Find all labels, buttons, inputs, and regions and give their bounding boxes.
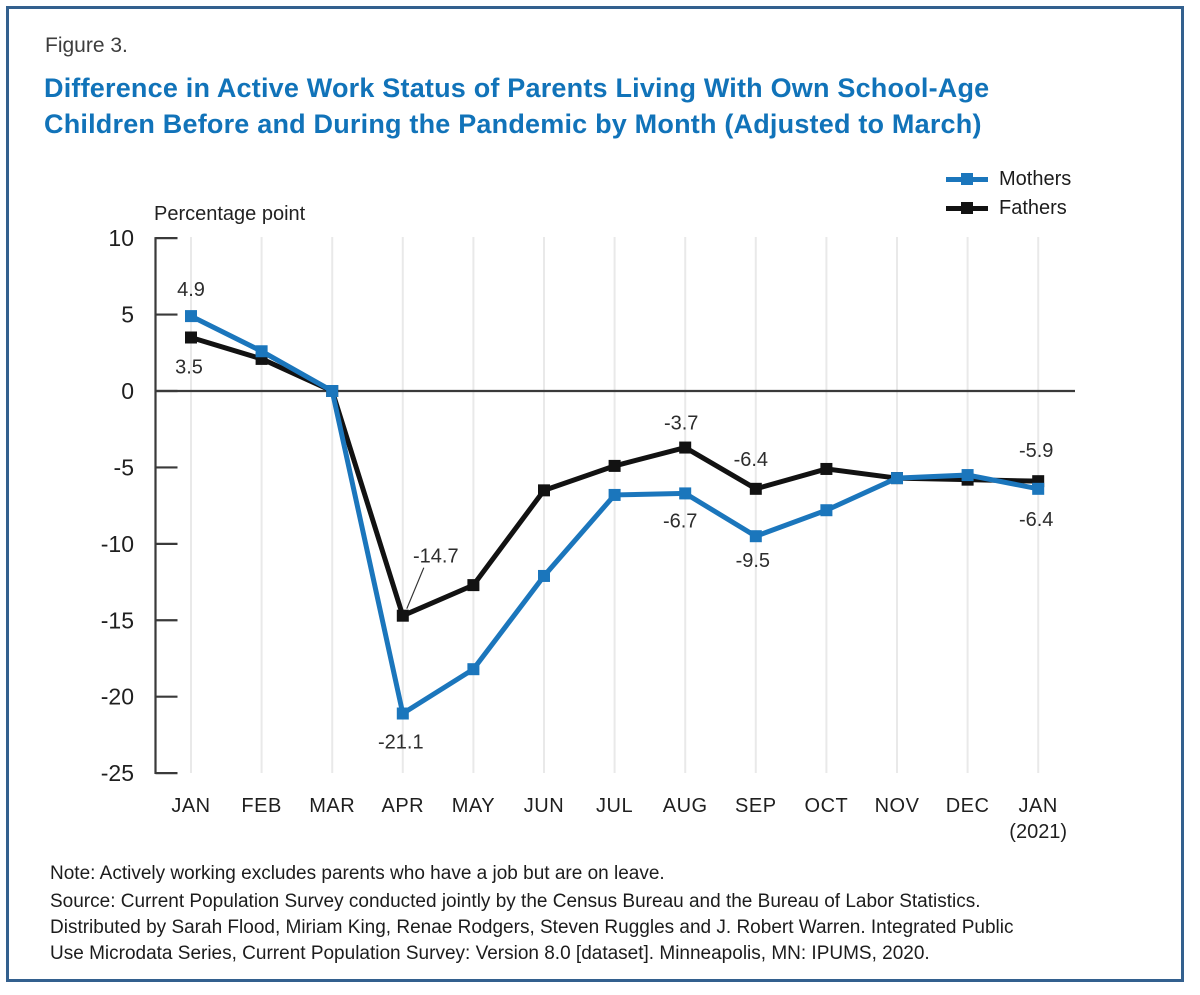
mothers-marker <box>1032 482 1045 495</box>
note-text: Note: Actively working excludes parents … <box>50 863 665 884</box>
mothers-marker <box>608 488 621 501</box>
figure-title-line2: Children Before and During the Pandemic … <box>44 109 982 139</box>
x-tick-sublabel: (2021) <box>1009 821 1067 843</box>
y-tick-label: -15 <box>101 607 134 633</box>
mothers-marker <box>961 469 974 482</box>
mothers-swatch-marker <box>961 173 973 185</box>
legend-label-fathers: Fathers <box>999 196 1067 219</box>
x-tick-label: SEP <box>735 795 777 817</box>
mothers-marker <box>538 569 550 582</box>
mothers-line-swatch-icon <box>946 173 988 185</box>
x-tick-label: AUG <box>663 795 708 817</box>
source-line: Use Microdata Series, Current Population… <box>50 943 930 964</box>
data-label: -21.1 <box>378 732 424 754</box>
x-tick-label: JAN <box>1019 795 1058 817</box>
x-tick-label: JAN <box>171 795 210 817</box>
mothers-marker <box>891 472 903 485</box>
y-axis-title: Percentage point <box>154 203 306 225</box>
y-tick-label: -20 <box>101 684 134 710</box>
figure-border <box>6 6 1184 982</box>
mothers-marker <box>820 504 833 517</box>
x-tick-label: FEB <box>241 795 281 817</box>
fathers-marker <box>820 462 833 475</box>
data-label: -6.4 <box>1019 509 1053 531</box>
y-tick-label: -10 <box>101 531 134 557</box>
x-tick-label: MAR <box>309 795 355 817</box>
data-label: -5.9 <box>1019 440 1053 462</box>
x-tick-label: NOV <box>875 795 920 817</box>
fathers-marker <box>538 484 550 497</box>
fathers-marker <box>679 441 692 454</box>
data-label: 4.9 <box>177 279 205 301</box>
data-label: 3.5 <box>175 357 203 379</box>
x-tick-label: OCT <box>805 795 849 817</box>
data-label: -6.7 <box>663 510 697 532</box>
legend-item-fathers: Fathers <box>946 197 1071 219</box>
data-label: -14.7 <box>413 546 459 568</box>
y-tick-label: -25 <box>101 760 134 786</box>
chart-legend: Mothers Fathers <box>946 168 1071 230</box>
fathers-swatch-marker <box>961 202 973 214</box>
label-leader-line <box>406 567 425 609</box>
data-label: -3.7 <box>664 413 698 435</box>
mothers-marker <box>255 345 268 358</box>
figure-title-line1: Difference in Active Work Status of Pare… <box>44 73 990 103</box>
mothers-marker <box>326 385 339 397</box>
x-tick-label: JUN <box>524 795 564 817</box>
data-label: -6.4 <box>734 449 768 471</box>
fathers-marker <box>749 482 762 495</box>
y-tick-label: 5 <box>121 302 134 328</box>
data-label: -9.5 <box>736 550 770 572</box>
x-tick-label: MAY <box>452 795 495 817</box>
mothers-marker <box>467 663 480 676</box>
legend-label-mothers: Mothers <box>999 167 1072 190</box>
legend-item-mothers: Mothers <box>946 168 1071 190</box>
x-tick-label: JUL <box>596 795 633 817</box>
fathers-marker <box>396 609 409 622</box>
fathers-marker <box>185 331 197 344</box>
source-text: Source: Current Population Survey conduc… <box>50 889 1014 967</box>
fathers-line-swatch-icon <box>946 202 988 214</box>
mothers-marker <box>679 487 692 500</box>
mothers-marker <box>749 530 762 543</box>
x-tick-label: APR <box>381 795 424 817</box>
figure-number: Figure 3. <box>45 34 128 57</box>
y-tick-label: -5 <box>114 454 134 480</box>
y-tick-label: 10 <box>108 225 134 251</box>
x-tick-label: DEC <box>946 795 990 817</box>
fathers-marker <box>467 579 480 592</box>
source-line: Source: Current Population Survey conduc… <box>50 891 981 912</box>
y-tick-label: 0 <box>121 378 134 404</box>
figure-title: Difference in Active Work Status of Pare… <box>44 70 989 142</box>
source-line: Distributed by Sarah Flood, Miriam King,… <box>50 917 1014 938</box>
fathers-marker <box>608 459 621 472</box>
mothers-marker <box>185 310 197 323</box>
mothers-marker <box>396 707 409 720</box>
